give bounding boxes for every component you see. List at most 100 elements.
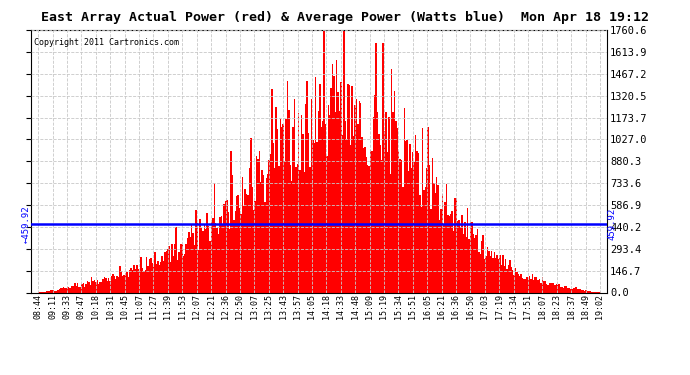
Bar [460, 227, 462, 292]
Bar [201, 228, 202, 292]
Bar [136, 265, 137, 292]
Bar [155, 252, 156, 292]
Bar [109, 280, 111, 292]
Bar [428, 128, 429, 292]
Bar [474, 238, 475, 292]
Bar [253, 210, 255, 292]
Bar [395, 121, 397, 292]
Bar [236, 196, 237, 292]
Bar [174, 244, 175, 292]
Bar [400, 159, 401, 292]
Bar [515, 268, 516, 292]
Bar [329, 115, 331, 292]
Bar [143, 271, 145, 292]
Bar [255, 201, 256, 292]
Bar [310, 99, 312, 292]
Bar [535, 278, 536, 292]
Bar [80, 287, 81, 292]
Bar [60, 288, 61, 292]
Bar [313, 142, 315, 292]
Bar [371, 151, 373, 292]
Bar [52, 291, 53, 292]
Bar [426, 168, 428, 292]
Bar [256, 156, 257, 292]
Bar [117, 276, 118, 292]
Bar [79, 287, 80, 292]
Bar [536, 277, 538, 292]
Bar [574, 288, 575, 292]
Bar [481, 240, 482, 292]
Bar [454, 198, 455, 292]
Bar [229, 229, 230, 292]
Bar [175, 227, 177, 292]
Bar [560, 287, 561, 292]
Bar [299, 170, 301, 292]
Bar [97, 280, 98, 292]
Bar [141, 268, 143, 292]
Bar [317, 111, 319, 292]
Bar [439, 220, 440, 292]
Bar [485, 256, 486, 292]
Bar [580, 289, 581, 292]
Bar [287, 81, 288, 292]
Bar [522, 278, 523, 292]
Bar [247, 195, 249, 292]
Bar [347, 84, 348, 292]
Bar [139, 271, 140, 292]
Bar [222, 225, 224, 292]
Bar [547, 285, 549, 292]
Bar [405, 141, 406, 292]
Bar [462, 214, 463, 292]
Bar [326, 156, 328, 292]
Bar [275, 107, 277, 292]
Bar [59, 289, 60, 292]
Bar [304, 172, 305, 292]
Bar [212, 218, 214, 292]
Bar [239, 209, 240, 292]
Bar [553, 283, 554, 292]
Bar [391, 69, 393, 292]
Bar [264, 202, 266, 292]
Bar [586, 291, 588, 292]
Bar [582, 290, 584, 292]
Bar [451, 211, 453, 292]
Bar [70, 288, 71, 292]
Bar [102, 279, 103, 292]
Bar [550, 283, 551, 292]
Bar [569, 288, 570, 292]
Bar [508, 265, 509, 292]
Bar [455, 198, 457, 292]
Bar [567, 288, 569, 292]
Bar [167, 249, 168, 292]
Bar [402, 187, 404, 292]
Bar [482, 234, 484, 292]
Bar [188, 232, 190, 292]
Bar [55, 291, 56, 292]
Bar [260, 182, 262, 292]
Bar [340, 82, 342, 292]
Bar [408, 171, 409, 292]
Bar [364, 147, 366, 292]
Bar [557, 285, 558, 292]
Bar [271, 89, 273, 292]
Bar [125, 273, 126, 292]
Bar [91, 277, 92, 292]
Bar [75, 286, 77, 292]
Bar [67, 287, 68, 292]
Bar [98, 284, 99, 292]
Bar [285, 119, 287, 292]
Bar [322, 121, 324, 292]
Bar [140, 257, 141, 292]
Bar [50, 291, 52, 292]
Bar [419, 195, 420, 292]
Bar [305, 104, 306, 292]
Bar [64, 288, 66, 292]
Bar [164, 252, 166, 292]
Bar [170, 262, 171, 292]
Bar [262, 170, 263, 292]
Bar [288, 110, 290, 292]
Bar [135, 269, 136, 292]
Bar [90, 285, 91, 292]
Bar [448, 216, 450, 292]
Bar [74, 284, 76, 292]
